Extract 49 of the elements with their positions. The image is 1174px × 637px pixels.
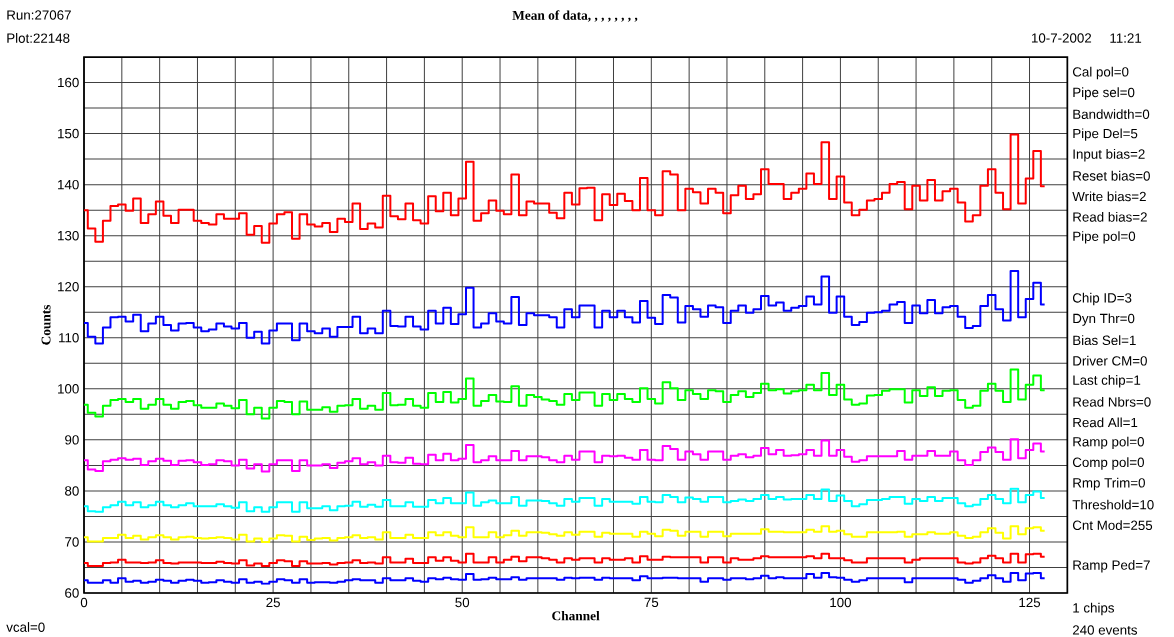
text: Last chip=1 <box>1073 375 1141 388</box>
text: Bandwidth=0 <box>1073 109 1150 119</box>
text: Chip ID=3 <box>1072 292 1132 306</box>
x-tick-label: 25 <box>266 597 280 608</box>
text: Dyn Thr=0 <box>1073 313 1135 326</box>
text: Plot:22148 <box>7 33 70 43</box>
y-tick-label: 130 <box>58 230 79 241</box>
x-axis-title: Channel <box>552 610 600 621</box>
text: Read bias=2 <box>1073 211 1147 222</box>
text: Write bias=2 <box>1072 191 1146 202</box>
text: vcal=0 <box>6 622 45 632</box>
text: Ramp Ped=7 <box>1073 559 1150 573</box>
text: Driver CM=0 <box>1073 355 1147 366</box>
y-tick-label: 160 <box>58 77 79 88</box>
chart-title: Mean of data, , , , , , , , <box>512 10 638 22</box>
x-tick-label: 125 <box>1019 597 1041 608</box>
text: Reset bias=0 <box>1073 170 1150 181</box>
text: Read All=1 <box>1073 417 1138 428</box>
text: Rmp Trim=0 <box>1073 477 1145 491</box>
y-tick-label: 100 <box>58 384 79 394</box>
y-axis-title: Counts <box>41 304 51 345</box>
x-tick-label: 100 <box>830 597 852 608</box>
y-tick-label: 120 <box>58 282 79 292</box>
text: Pipe Del=5 <box>1073 128 1138 141</box>
text: 1 chips <box>1073 602 1115 616</box>
text: 10-7-2002 <box>1031 33 1092 43</box>
text: Pipe sel=0 <box>1073 87 1135 100</box>
y-tick-label: 150 <box>58 128 79 139</box>
x-tick-label: 0 <box>80 597 88 608</box>
text: Read Nbrs=0 <box>1073 396 1151 407</box>
x-tick-label: 50 <box>455 597 470 608</box>
y-tick-label: 110 <box>59 333 79 343</box>
x-tick-label: 75 <box>644 597 659 608</box>
text: Input bias=2 <box>1073 148 1145 162</box>
text: 240 events <box>1072 625 1138 635</box>
text: Threshold=10 <box>1072 499 1154 510</box>
text: 11:21 <box>1110 33 1142 43</box>
text: Run:27067 <box>7 10 71 20</box>
text: Cnt Mod=255 <box>1072 520 1153 530</box>
text: Cal pol=0 <box>1072 66 1129 80</box>
y-tick-label: 90 <box>65 435 79 445</box>
text: Bias Sel=1 <box>1073 335 1136 346</box>
y-tick-label: 60 <box>65 588 79 598</box>
y-tick-label: 80 <box>65 486 79 496</box>
text: Ramp pol=0 <box>1073 436 1144 450</box>
y-tick-label: 70 <box>65 537 79 547</box>
text: Comp pol=0 <box>1072 457 1144 470</box>
text: Pipe pol=0 <box>1073 231 1136 244</box>
y-tick-label: 140 <box>58 179 79 190</box>
